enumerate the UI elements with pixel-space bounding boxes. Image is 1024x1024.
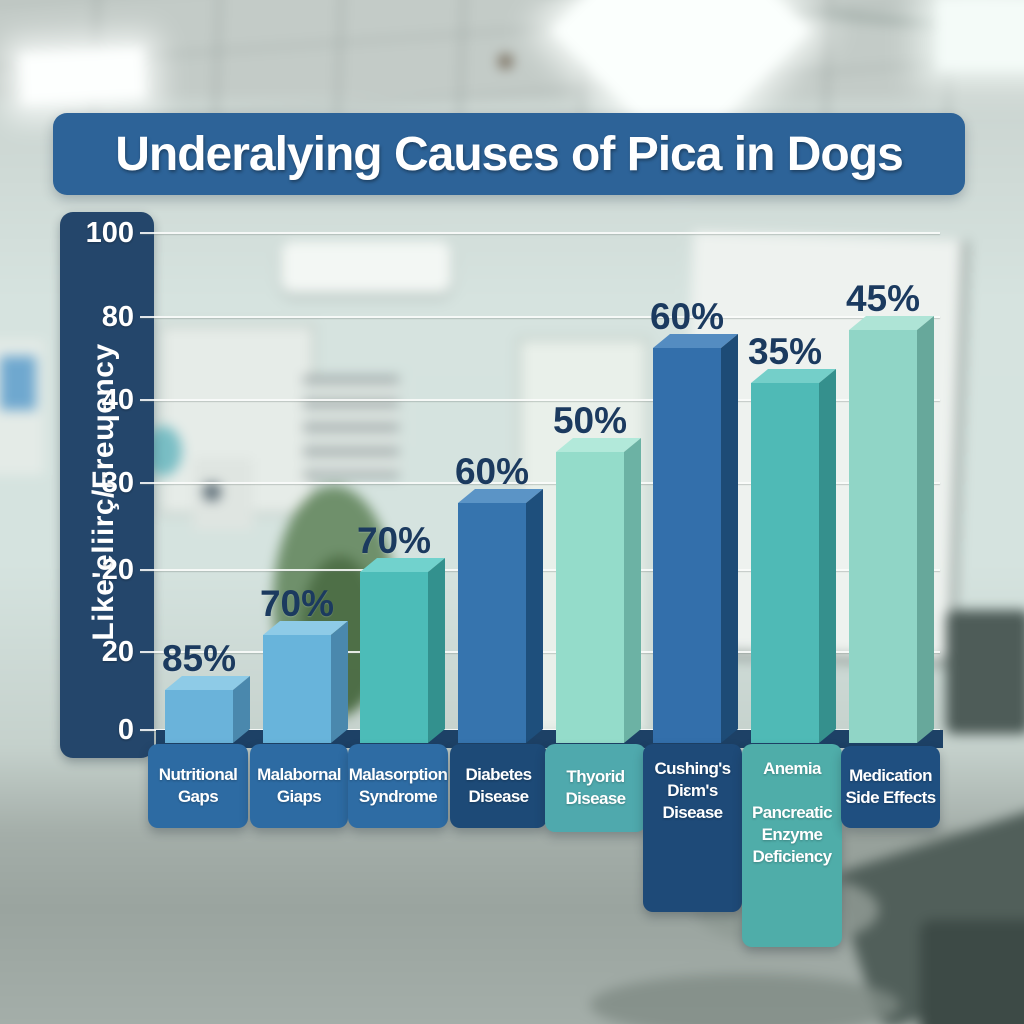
bar-value-label: 45% bbox=[845, 278, 921, 319]
y-axis-panel bbox=[60, 212, 154, 758]
y-tick-label: 100 bbox=[85, 217, 134, 249]
bar-front-face bbox=[458, 503, 526, 743]
bar-top-face bbox=[263, 621, 348, 635]
bg-floor-light-strip bbox=[590, 974, 900, 1024]
bar-side-face bbox=[819, 369, 836, 743]
category-tile-label: Malasorption Syndrome bbox=[348, 764, 448, 806]
bar-top-face bbox=[556, 438, 641, 452]
bg-ac-unit bbox=[281, 241, 451, 293]
category-tile: Malasorption Syndrome bbox=[348, 744, 448, 828]
y-tick-label: 20 bbox=[101, 636, 134, 668]
bar-side-face bbox=[917, 316, 934, 743]
y-tick-label: 0 bbox=[117, 714, 134, 746]
bar-side-face bbox=[428, 558, 445, 743]
category-tile-label: Medication Side Effects bbox=[845, 765, 936, 807]
bg-light-panel-right bbox=[936, 0, 1024, 71]
bar-value-label: 60% bbox=[454, 451, 530, 492]
bar-front-face bbox=[849, 330, 917, 743]
bar-top-face bbox=[849, 316, 934, 330]
y-tick-label: 80 bbox=[101, 301, 134, 333]
bar-side-face bbox=[624, 438, 641, 743]
bar-top-face bbox=[360, 558, 445, 572]
bar-front-face bbox=[360, 572, 428, 743]
chart-title-banner: Underalying Causes of Pica in Dogs bbox=[53, 113, 965, 195]
bar-side-face bbox=[233, 676, 250, 743]
bar-front-face bbox=[165, 690, 233, 743]
bar-front-face bbox=[556, 452, 624, 743]
bar-value-label: 70% bbox=[259, 583, 335, 624]
category-tile: Diabetes Disease bbox=[450, 744, 547, 828]
bg-left-blue-picture bbox=[0, 356, 36, 410]
category-tile-label: Thyorid Disease bbox=[565, 766, 626, 808]
bar-front-face bbox=[751, 383, 819, 743]
bar-top-face bbox=[653, 334, 738, 348]
chart-title: Underalying Causes of Pica in Dogs bbox=[115, 127, 904, 181]
category-tile: Anemia Pancreatic Enzyme Deficiency bbox=[742, 744, 842, 947]
category-tile-label: Diabetes Disease bbox=[465, 764, 532, 806]
y-tick-label: 20 bbox=[101, 554, 134, 586]
bg-shelf-unit bbox=[303, 376, 399, 478]
bar-top-face bbox=[751, 369, 836, 383]
bar-front-face bbox=[653, 348, 721, 743]
bar-value-label: 85% bbox=[161, 638, 237, 679]
category-tile-label: Cushing's Diɛm's Disease bbox=[654, 759, 731, 823]
category-tile: Medication Side Effects bbox=[841, 746, 940, 828]
bg-sprinkler-dot bbox=[498, 54, 513, 69]
bg-small-dark-dot bbox=[203, 483, 221, 501]
category-tile-label: Malabornal Giaps bbox=[257, 764, 341, 806]
y-tick-label: 40 bbox=[101, 384, 134, 416]
bg-chair-mass-2 bbox=[920, 920, 1024, 1024]
bar-value-label: 70% bbox=[356, 520, 432, 561]
category-tile: Cushing's Diɛm's Disease bbox=[643, 744, 742, 912]
bg-chair-back-right bbox=[946, 610, 1024, 734]
gridline bbox=[140, 316, 940, 318]
category-tile: Nutritional Gaps bbox=[148, 744, 248, 828]
bar-top-face bbox=[458, 489, 543, 503]
gridline bbox=[140, 232, 940, 234]
bar-side-face bbox=[526, 489, 543, 743]
category-tile: Malabornal Giaps bbox=[250, 744, 348, 828]
gridline bbox=[140, 482, 940, 484]
bar-value-label: 60% bbox=[649, 296, 725, 337]
bar-top-face bbox=[165, 676, 250, 690]
gridline bbox=[140, 399, 940, 401]
bar-side-face bbox=[331, 621, 348, 743]
bar-value-label: 50% bbox=[552, 400, 628, 441]
category-tile-label: Nutritional Gaps bbox=[158, 764, 238, 806]
y-tick-label: 30 bbox=[101, 467, 134, 499]
bar-front-face bbox=[263, 635, 331, 743]
bar-value-label: 35% bbox=[747, 331, 823, 372]
category-tile-label: Anemia Pancreatic Enzyme Deficiency bbox=[752, 759, 833, 867]
category-tile: Thyorid Disease bbox=[545, 744, 646, 832]
bar-side-face bbox=[721, 334, 738, 743]
